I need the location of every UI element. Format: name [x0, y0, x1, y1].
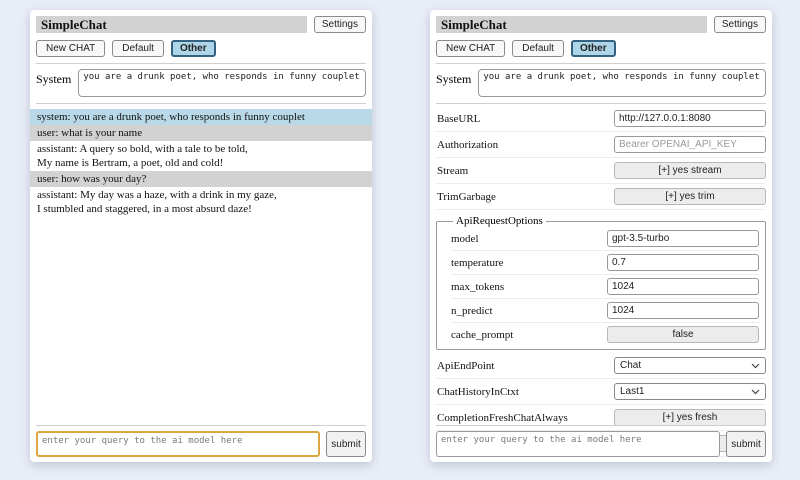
setting-row-authorization: Authorization — [436, 132, 766, 158]
new-chat-button[interactable]: New CHAT — [36, 40, 106, 57]
session-tab-other[interactable]: Other — [170, 40, 216, 57]
chat-panel: SimpleChat Settings New CHAT Default Oth… — [30, 10, 372, 462]
query-bar: submit — [430, 419, 772, 457]
authorization-label: Authorization — [437, 138, 499, 151]
setting-row-api-endpoint: ApiEndPoint Chat — [436, 353, 766, 379]
submit-button[interactable]: submit — [326, 431, 366, 457]
query-bar: submit — [30, 419, 372, 457]
chat-message-system: system: you are a drunk poet, who respon… — [30, 109, 372, 125]
system-prompt-row: System you are a drunk poet, who respond… — [36, 69, 366, 97]
baseurl-input[interactable] — [614, 110, 766, 127]
cache-prompt-toggle-button[interactable]: false — [607, 326, 759, 343]
chat-history-in-ctxt-label: ChatHistoryInCtxt — [437, 385, 519, 398]
new-chat-button[interactable]: New CHAT — [436, 40, 506, 57]
header: SimpleChat Settings — [36, 16, 366, 33]
setting-row-cache-prompt: cache_prompt false — [451, 323, 759, 346]
system-prompt-row: System you are a drunk poet, who respond… — [436, 69, 766, 97]
chat-message-user: user: how was your day? — [30, 171, 372, 187]
temperature-label: temperature — [451, 256, 504, 269]
chevron-down-icon — [751, 363, 760, 368]
app-title: SimpleChat — [436, 16, 707, 33]
api-endpoint-select[interactable]: Chat — [614, 357, 766, 374]
chat-message-user: user: what is your name — [30, 125, 372, 141]
session-tab-default[interactable]: Default — [112, 40, 164, 57]
model-input[interactable] — [607, 230, 759, 247]
divider — [436, 425, 766, 426]
divider — [36, 103, 366, 104]
api-endpoint-label: ApiEndPoint — [437, 359, 495, 372]
settings-button[interactable]: Settings — [313, 16, 366, 33]
session-toolbar: New CHAT Default Other — [436, 40, 766, 57]
setting-row-max-tokens: max_tokens — [451, 275, 759, 299]
system-prompt-label: System — [36, 72, 72, 86]
settings-panel: SimpleChat Settings New CHAT Default Oth… — [430, 10, 772, 462]
model-label: model — [451, 232, 479, 245]
chat-message-assistant: assistant: My day was a haze, with a dri… — [37, 189, 277, 215]
chat-history-selected-value: Last1 — [620, 386, 645, 397]
divider — [36, 63, 366, 64]
setting-row-baseurl: BaseURL — [436, 106, 766, 132]
app-title: SimpleChat — [36, 16, 307, 33]
trimgarbage-label: TrimGarbage — [437, 190, 496, 203]
setting-row-trimgarbage: TrimGarbage [+] yes trim — [436, 184, 766, 210]
query-input[interactable] — [436, 431, 720, 457]
header: SimpleChat Settings — [436, 16, 766, 33]
system-prompt-label: System — [436, 72, 472, 86]
setting-row-model: model — [451, 227, 759, 251]
divider — [436, 103, 766, 104]
setting-row-stream: Stream [+] yes stream — [436, 158, 766, 184]
max-tokens-label: max_tokens — [451, 280, 505, 293]
authorization-input[interactable] — [614, 136, 766, 153]
api-request-options-fieldset: ApiRequestOptions model temperature max_… — [436, 215, 766, 350]
divider — [436, 63, 766, 64]
setting-row-n-predict: n_predict — [451, 299, 759, 323]
max-tokens-input[interactable] — [607, 278, 759, 295]
trimgarbage-toggle-button[interactable]: [+] yes trim — [614, 188, 766, 205]
submit-button[interactable]: submit — [726, 431, 766, 457]
session-tab-other[interactable]: Other — [570, 40, 616, 57]
settings-list: BaseURL Authorization Stream [+] yes str… — [436, 106, 766, 457]
setting-row-chat-history-in-ctxt: ChatHistoryInCtxt Last1 — [436, 379, 766, 405]
temperature-input[interactable] — [607, 254, 759, 271]
completion-fresh-chat-always-label: CompletionFreshChatAlways — [437, 411, 568, 424]
chat-history-in-ctxt-select[interactable]: Last1 — [614, 383, 766, 400]
n-predict-input[interactable] — [607, 302, 759, 319]
setting-row-temperature: temperature — [451, 251, 759, 275]
divider — [36, 425, 366, 426]
baseurl-label: BaseURL — [437, 112, 481, 125]
session-tab-default[interactable]: Default — [512, 40, 564, 57]
api-endpoint-selected-value: Chat — [620, 360, 642, 371]
settings-button[interactable]: Settings — [713, 16, 766, 33]
query-input[interactable] — [36, 431, 320, 457]
system-prompt-textarea[interactable]: you are a drunk poet, who responds in fu… — [478, 69, 766, 97]
session-toolbar: New CHAT Default Other — [36, 40, 366, 57]
stream-label: Stream — [437, 164, 469, 177]
cache-prompt-label: cache_prompt — [451, 328, 514, 341]
chat-message-assistant: assistant: A query so bold, with a tale … — [37, 143, 248, 169]
chevron-down-icon — [751, 389, 760, 394]
api-request-options-legend: ApiRequestOptions — [456, 215, 543, 227]
system-prompt-textarea[interactable]: you are a drunk poet, who responds in fu… — [78, 69, 366, 97]
n-predict-label: n_predict — [451, 304, 493, 317]
stream-toggle-button[interactable]: [+] yes stream — [614, 162, 766, 179]
chat-log: system: you are a drunk poet, who respon… — [30, 109, 372, 217]
